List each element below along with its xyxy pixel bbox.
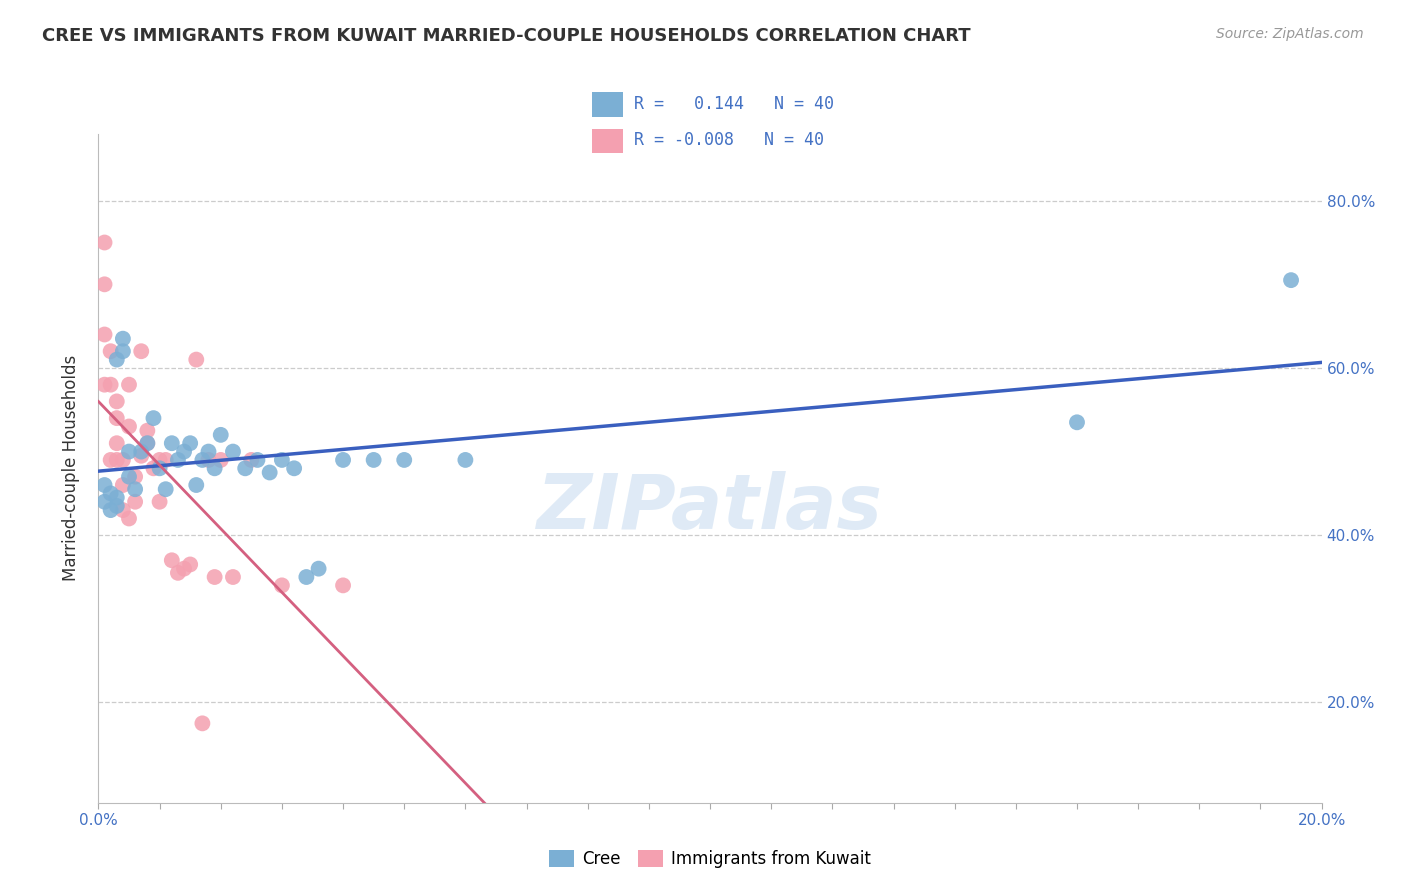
Point (209, 428, 232, 442)
Point (167, 453, 190, 467)
Point (149, 494, 172, 508)
Point (118, 419, 141, 434)
Point (111, 503, 134, 517)
Point (1066, 415, 1088, 429)
Point (93, 277, 115, 292)
Point (179, 558, 201, 572)
Point (204, 461, 226, 475)
Point (93, 494, 115, 508)
Point (363, 453, 385, 467)
Point (111, 332, 134, 346)
Point (93, 235, 115, 250)
Point (283, 461, 305, 475)
Point (118, 444, 141, 458)
Point (155, 453, 177, 467)
Point (270, 453, 292, 467)
Point (105, 491, 128, 505)
Point (105, 394, 128, 409)
Point (246, 453, 269, 467)
Point (173, 444, 195, 458)
Point (105, 352, 128, 367)
Point (142, 411, 165, 425)
Point (124, 482, 146, 496)
Point (93, 327, 115, 342)
Point (197, 453, 219, 467)
Text: CREE VS IMMIGRANTS FROM KUWAIT MARRIED-COUPLE HOUSEHOLDS CORRELATION CHART: CREE VS IMMIGRANTS FROM KUWAIT MARRIED-C… (42, 27, 970, 45)
Point (233, 461, 256, 475)
Point (105, 499, 128, 513)
Point (204, 570, 226, 584)
Point (105, 411, 128, 425)
Point (124, 494, 146, 508)
Text: ZIPatlas: ZIPatlas (537, 472, 883, 545)
Y-axis label: Married-couple Households: Married-couple Households (62, 355, 80, 582)
Point (111, 478, 134, 492)
Point (118, 511, 141, 525)
Point (149, 453, 172, 467)
Point (209, 453, 232, 467)
Point (149, 461, 172, 475)
Point (295, 570, 318, 584)
Point (197, 444, 219, 458)
Point (100, 344, 122, 359)
Point (100, 503, 122, 517)
Point (167, 566, 190, 580)
Point (270, 578, 292, 592)
Legend: Cree, Immigrants from Kuwait: Cree, Immigrants from Kuwait (543, 843, 877, 875)
Point (259, 466, 281, 480)
Text: Source: ZipAtlas.com: Source: ZipAtlas.com (1216, 27, 1364, 41)
Point (191, 716, 214, 731)
Point (105, 436, 128, 450)
Text: R = -0.008   N = 40: R = -0.008 N = 40 (634, 131, 824, 149)
Point (105, 453, 128, 467)
Point (186, 478, 208, 492)
Point (160, 553, 183, 567)
Point (100, 486, 122, 500)
Point (129, 449, 152, 463)
Point (136, 436, 159, 450)
Point (136, 436, 159, 450)
Point (332, 578, 354, 592)
Point (111, 453, 134, 467)
Point (222, 444, 245, 458)
Point (93, 377, 115, 392)
Point (392, 453, 416, 467)
Point (136, 424, 159, 438)
Point (93, 478, 115, 492)
Point (173, 562, 195, 576)
Point (454, 453, 477, 467)
FancyBboxPatch shape (592, 93, 623, 117)
Point (118, 469, 141, 483)
Point (124, 469, 146, 483)
Text: R =   0.144   N = 40: R = 0.144 N = 40 (634, 95, 834, 113)
Point (100, 453, 122, 467)
Point (142, 461, 165, 475)
Point (332, 453, 354, 467)
Point (129, 344, 152, 359)
Point (222, 570, 245, 584)
Point (155, 482, 177, 496)
Point (160, 436, 183, 450)
Point (186, 352, 208, 367)
Point (240, 453, 263, 467)
Point (111, 344, 134, 359)
FancyBboxPatch shape (592, 128, 623, 153)
Point (129, 444, 152, 458)
Point (191, 453, 214, 467)
Point (100, 377, 122, 392)
Point (1279, 273, 1302, 287)
Point (308, 562, 330, 576)
Point (179, 436, 201, 450)
Point (118, 377, 141, 392)
